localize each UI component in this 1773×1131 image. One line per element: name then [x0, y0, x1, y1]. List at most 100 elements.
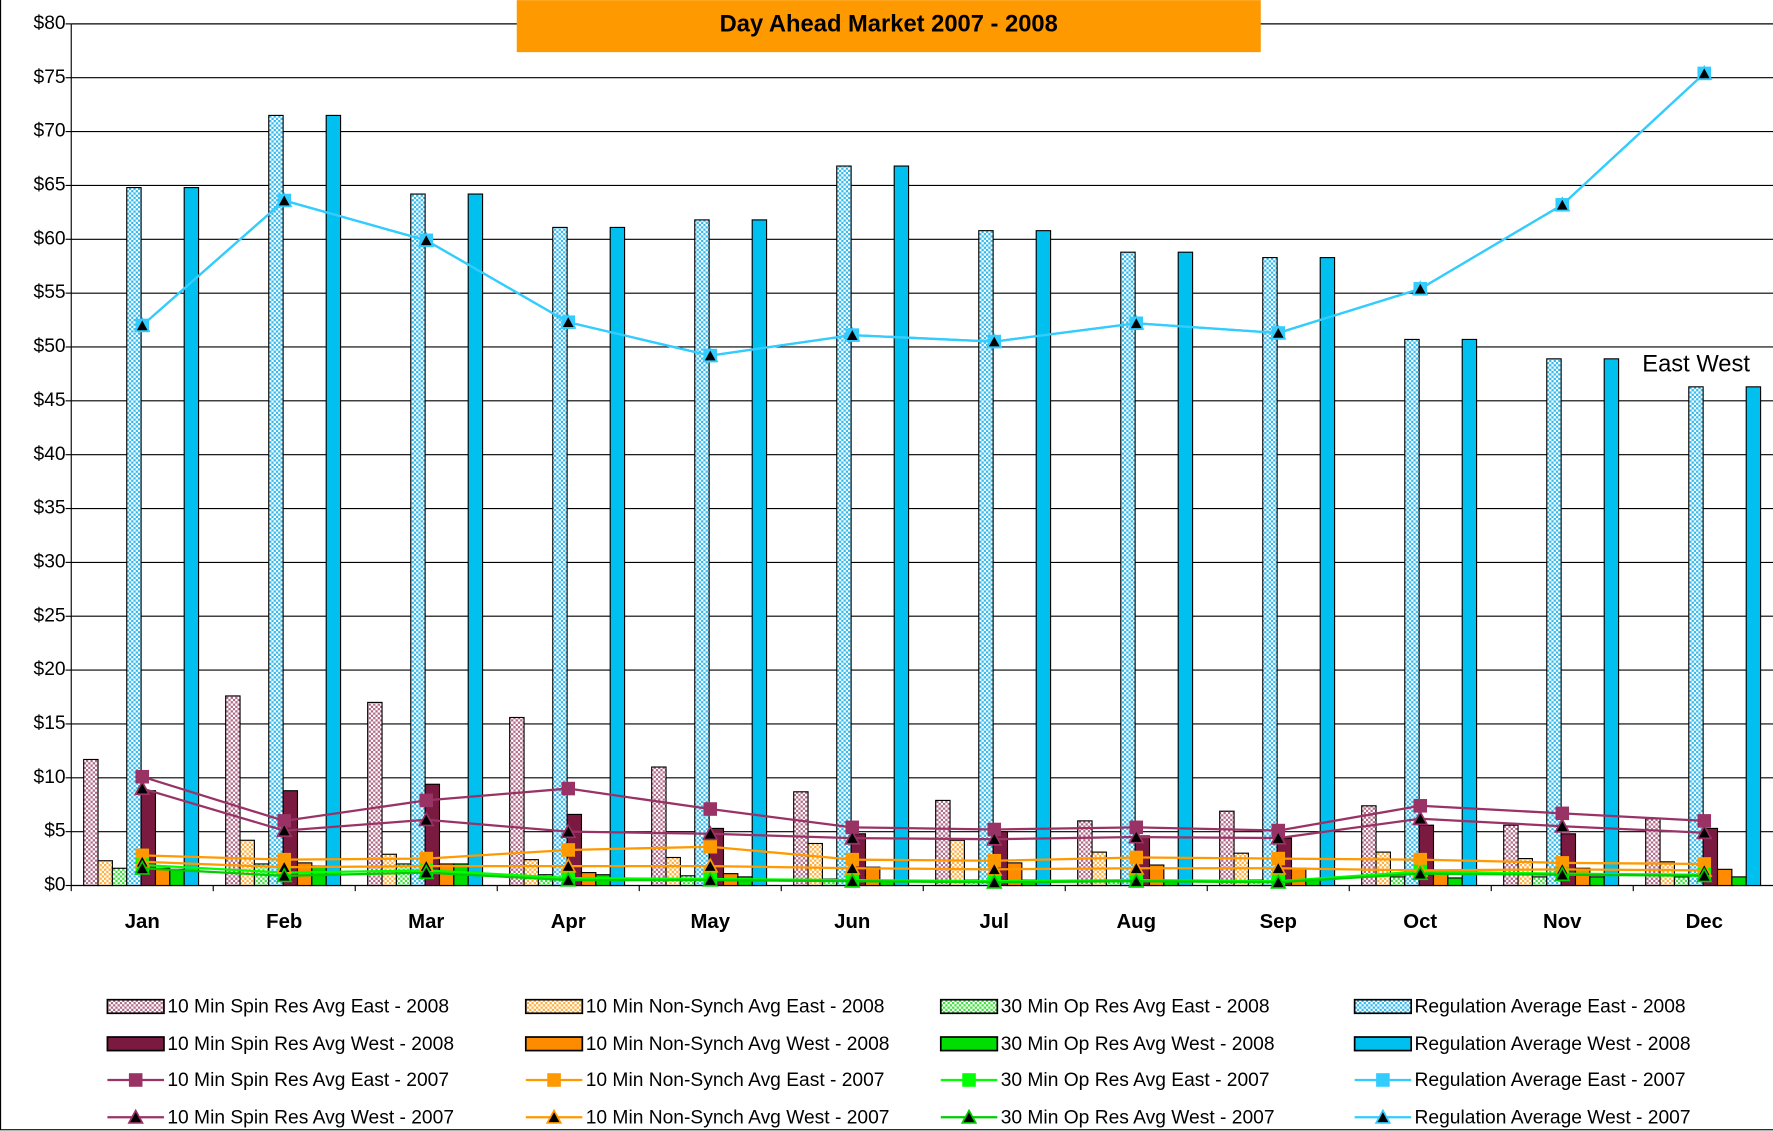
x-tick-label: Jun [834, 911, 870, 933]
line-marker [1412, 865, 1429, 881]
bar [126, 187, 142, 887]
legend-marker [1376, 1073, 1390, 1087]
bar [1219, 810, 1235, 887]
line-marker [1412, 280, 1429, 296]
x-tick-label: Mar [408, 911, 444, 933]
annotation: East West [1642, 352, 1750, 378]
line-marker [703, 839, 718, 854]
line [141, 775, 1705, 832]
line-marker [845, 820, 860, 835]
line-marker [1554, 196, 1571, 212]
legend-label: 10 Min Spin Res Avg East - 2008 [167, 997, 449, 1018]
bar [751, 219, 768, 887]
bar [1120, 251, 1136, 887]
bar [665, 856, 681, 887]
y-tick-label: $65 [34, 175, 66, 196]
x-tick-label: Sep [1260, 911, 1297, 933]
bar [1503, 824, 1519, 887]
y-tick-label: $50 [34, 336, 66, 357]
line-marker [1270, 829, 1287, 845]
line-marker [1554, 817, 1571, 833]
line-marker [986, 830, 1003, 846]
bar [183, 187, 200, 887]
bar [523, 859, 539, 887]
y-tick-label: $25 [34, 605, 66, 626]
y-tick-label: $35 [34, 498, 66, 519]
chart-title: Day Ahead Market 2007 - 2008 [720, 11, 1058, 37]
legend-label: 10 Min Non-Synch Avg West - 2008 [586, 1034, 890, 1055]
line [142, 860, 1705, 872]
legend-swatch [524, 998, 584, 1015]
line-marker [561, 781, 576, 796]
line-marker [418, 811, 435, 827]
y-tick-label: $55 [34, 282, 66, 303]
line [141, 72, 1706, 357]
line-marker [419, 793, 434, 808]
line-marker [134, 316, 151, 332]
legend-label: Regulation Average East - 2007 [1415, 1070, 1686, 1091]
line-marker [1412, 810, 1429, 826]
bar [864, 866, 881, 887]
bar [893, 165, 910, 887]
line-marker [1270, 873, 1287, 889]
legend-swatch [524, 1036, 584, 1052]
bar [1177, 251, 1194, 887]
bar [1716, 868, 1733, 887]
bar [1673, 876, 1690, 887]
line-marker [1128, 314, 1145, 330]
legend-label: 10 Min Non-Synch Avg East - 2008 [586, 997, 885, 1018]
line-marker [987, 853, 1002, 868]
bar [1731, 876, 1747, 887]
bar [793, 791, 809, 887]
line-marker [1554, 866, 1571, 882]
y-tick-label: $70 [34, 121, 66, 142]
legend-label: 10 Min Spin Res Avg West - 2007 [167, 1108, 454, 1129]
line-marker [135, 769, 150, 784]
legend-marker [962, 1073, 976, 1087]
line-marker [418, 231, 435, 247]
bar [325, 114, 342, 887]
line-marker [1413, 852, 1428, 867]
y-tick-label: $15 [34, 713, 66, 734]
bar [169, 868, 185, 887]
line-marker [1128, 872, 1145, 888]
x-tick-label: Apr [551, 911, 586, 933]
bar [1461, 338, 1478, 887]
bar [694, 219, 710, 887]
line-marker [276, 867, 293, 883]
bar [1447, 877, 1463, 887]
bar [836, 165, 852, 887]
line-marker [986, 333, 1003, 349]
line [141, 787, 1705, 841]
legend-label: 30 Min Op Res Avg West - 2007 [1001, 1108, 1275, 1129]
bar [807, 842, 823, 887]
x-tick-label: Dec [1686, 911, 1723, 933]
y-tick-label: $30 [34, 551, 66, 572]
bar [609, 226, 626, 887]
bar [97, 860, 113, 887]
bar [1077, 820, 1093, 887]
bar [1262, 257, 1278, 887]
line-marker [277, 814, 292, 828]
bar [1688, 386, 1704, 887]
legend-label: 30 Min Op Res Avg East - 2007 [1001, 1070, 1270, 1091]
line-marker [702, 347, 719, 363]
bar [1389, 876, 1406, 887]
legend-swatch [1353, 998, 1413, 1015]
bar [410, 193, 426, 887]
bar [367, 701, 383, 887]
legend-label: Regulation Average East - 2008 [1415, 997, 1686, 1018]
legend-marker [547, 1073, 561, 1087]
x-tick-label: Feb [266, 911, 302, 933]
bar [1319, 257, 1336, 887]
line-marker [703, 802, 718, 816]
line-marker [1128, 828, 1145, 844]
bar [83, 758, 99, 887]
legend-marker [545, 1108, 563, 1124]
legend-marker [127, 1108, 144, 1124]
bar [1745, 386, 1762, 887]
bar [935, 799, 951, 887]
legend-marker [128, 1073, 143, 1087]
